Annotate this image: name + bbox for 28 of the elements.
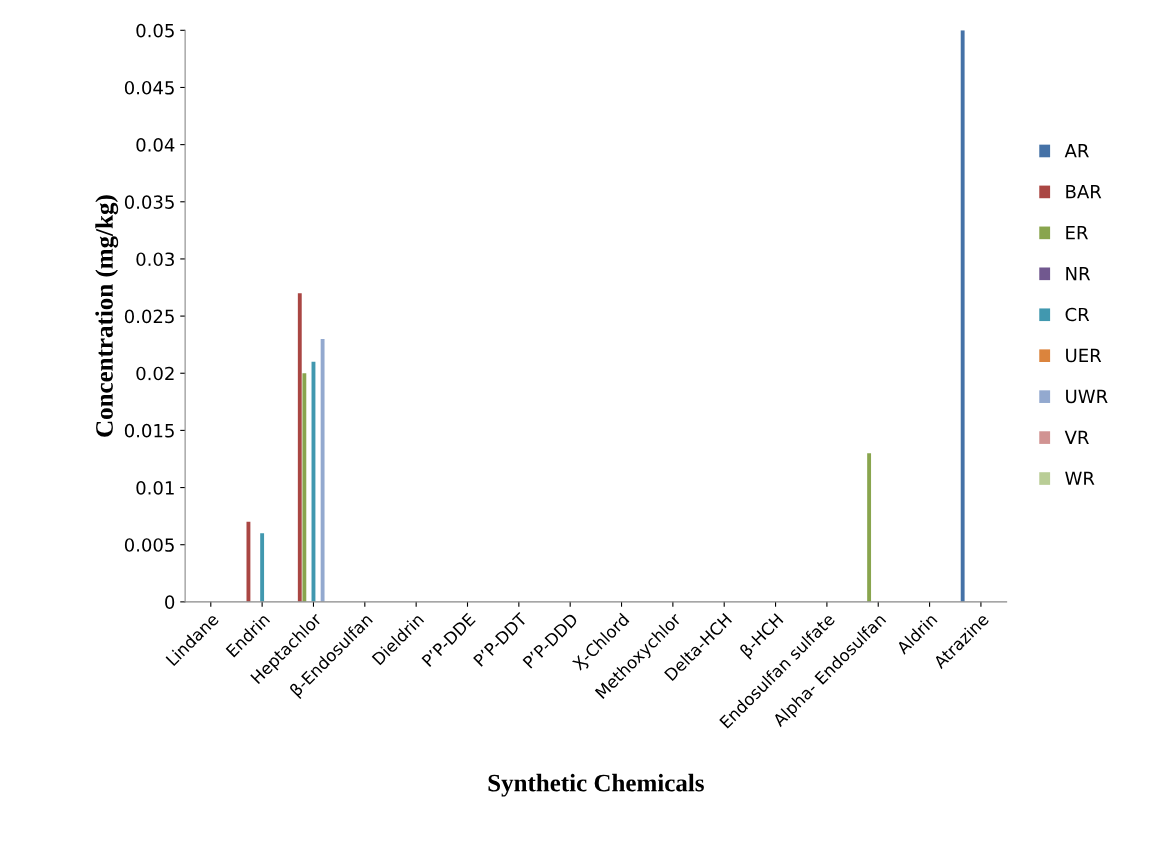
- bar: [302, 373, 307, 602]
- bar: [960, 30, 965, 602]
- x-axis-title: Synthetic Chemicals: [488, 773, 704, 797]
- bar: [260, 533, 265, 602]
- y-tick-label: 0.01: [136, 481, 174, 495]
- y-tick-label: 0.025: [124, 309, 174, 324]
- legend-label: BAR: [1066, 185, 1102, 199]
- bar: [297, 293, 302, 602]
- y-tick-label: 0.02: [136, 366, 174, 381]
- legend-label: UER: [1066, 348, 1102, 363]
- bar: [320, 338, 325, 602]
- legend-label: UWR: [1066, 389, 1108, 404]
- y-tick-label: 0.045: [124, 80, 174, 95]
- y-tick-label: 0.04: [136, 138, 175, 152]
- bar: [867, 453, 872, 602]
- y-axis-title: Concentration (mg/kg): [95, 195, 119, 437]
- y-tick-label: 0.05: [136, 23, 174, 38]
- legend-label: ER: [1066, 226, 1088, 240]
- legend-label: WR: [1065, 471, 1095, 485]
- y-tick-label: 0.005: [124, 538, 174, 552]
- legend-label: CR: [1065, 307, 1090, 322]
- y-tick-label: 0.015: [124, 423, 174, 438]
- y-tick-label: 0.035: [124, 195, 174, 209]
- y-tick-label: 0: [165, 595, 175, 609]
- legend-label: AR: [1064, 144, 1089, 158]
- y-tick-label: 0.03: [136, 252, 174, 267]
- legend-label: VR: [1064, 430, 1089, 444]
- legend-label: NR: [1066, 266, 1091, 281]
